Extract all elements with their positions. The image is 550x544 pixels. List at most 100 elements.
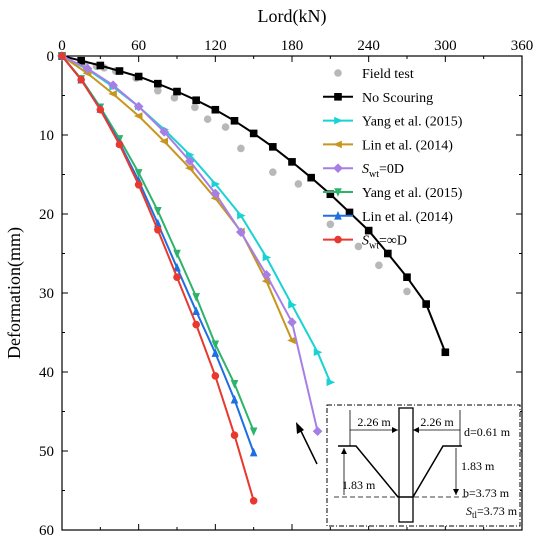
- data-point: [115, 67, 124, 75]
- series-7: [58, 51, 258, 457]
- legend-label: Swt=0D: [362, 162, 404, 180]
- data-point: [230, 431, 239, 440]
- data-point: [173, 249, 181, 259]
- data-point: [287, 336, 296, 345]
- data-point: [192, 320, 200, 329]
- data-point: [192, 96, 200, 105]
- data-point: [82, 63, 93, 74]
- data-point: [354, 242, 363, 251]
- legend-label: Lin et al. (2014): [362, 138, 453, 153]
- data-point: [326, 190, 335, 199]
- legend-marker: [333, 163, 343, 173]
- data-point: [173, 273, 181, 282]
- data-point: [269, 143, 277, 151]
- y-axis-title: Deformation(mm): [4, 227, 25, 359]
- legend: Field test No Scouring Yang et al. (2015) L…: [323, 67, 463, 252]
- legend-label: No Scouring: [362, 91, 433, 106]
- x-tick-label: 180: [281, 38, 304, 54]
- y-tick-label: 50: [39, 444, 54, 460]
- series-8: [58, 52, 258, 505]
- series-layer: [57, 51, 450, 505]
- x-tick-label: 240: [357, 38, 380, 54]
- legend-marker: [333, 140, 342, 149]
- data-point: [236, 227, 246, 237]
- inset-label-right-width: 2.26 m: [420, 415, 454, 429]
- dim-arrowhead: [341, 448, 347, 454]
- legend-label: Yang et al. (2015): [362, 115, 463, 130]
- data-point: [192, 293, 200, 302]
- data-point: [237, 211, 246, 220]
- data-point: [211, 372, 220, 380]
- y-tick-label: 40: [39, 365, 54, 381]
- data-point: [210, 188, 221, 199]
- scour-hole-outline: [338, 445, 462, 498]
- legend-item: Lin et al. (2014): [323, 138, 453, 153]
- inset-label-left-width: 2.26 m: [357, 415, 391, 429]
- data-point: [184, 156, 195, 166]
- dim-arrowhead: [392, 427, 398, 433]
- data-point: [77, 56, 85, 65]
- data-point: [154, 207, 162, 216]
- x-tick-label: 60: [131, 38, 146, 54]
- data-point: [313, 348, 323, 357]
- inset-frame: [326, 404, 521, 527]
- data-point: [312, 426, 323, 437]
- data-point: [384, 249, 392, 258]
- dim-arrowhead: [413, 427, 419, 433]
- inset-label-d: d=0.61 m: [464, 425, 511, 439]
- dim-arrowhead: [453, 489, 459, 495]
- x-tick-label: 360: [511, 38, 534, 54]
- inset-label-s: Stl=3.73 m: [466, 504, 518, 520]
- data-point: [192, 306, 200, 315]
- y-tick-label: 30: [39, 286, 54, 302]
- inset-label-left-height: 1.83 m: [342, 478, 376, 492]
- data-point: [307, 173, 315, 182]
- legend-label: Lin et al. (2014): [362, 210, 453, 225]
- callout-arrowhead: [296, 422, 304, 434]
- inset-diagram: 2.26 m 2.26 m d=0.61 m 1.83 m 1.83 m b=3.73 m…: [296, 404, 521, 527]
- data-point: [403, 273, 411, 281]
- data-point: [364, 226, 373, 235]
- data-point: [159, 137, 169, 146]
- inset-label-b: b=3.73 m: [463, 486, 510, 500]
- x-tick-label: 300: [434, 38, 457, 54]
- data-point: [154, 79, 162, 88]
- y-tick-label: 10: [39, 128, 54, 144]
- data-point: [288, 158, 296, 166]
- data-point: [173, 87, 181, 96]
- series-line: [61, 55, 293, 341]
- data-point: [115, 140, 124, 149]
- legend-label: Field test: [362, 67, 414, 82]
- data-point: [154, 86, 162, 95]
- legend-marker: [334, 211, 342, 220]
- callout-line: [298, 426, 318, 465]
- data-point: [191, 103, 199, 112]
- legend-marker: [334, 188, 342, 197]
- data-point: [134, 180, 143, 189]
- data-point: [345, 208, 354, 217]
- series-2: [58, 52, 450, 357]
- data-point: [134, 169, 143, 178]
- x-tick-label: 0: [58, 38, 66, 54]
- legend-item: Swt=0D: [323, 162, 404, 180]
- data-point: [230, 116, 239, 125]
- data-point: [58, 52, 66, 60]
- data-point: [185, 150, 195, 159]
- series-6: [58, 52, 258, 437]
- data-point: [249, 427, 258, 437]
- y-tick-label: 60: [39, 523, 54, 539]
- legend-label: Yang et al. (2015): [362, 186, 463, 201]
- data-point: [237, 144, 245, 153]
- data-point: [249, 447, 258, 457]
- data-point: [96, 105, 105, 114]
- series-5: [57, 51, 323, 437]
- legend-item: No Scouring: [323, 91, 433, 106]
- legend-item: Yang et al. (2015): [323, 186, 463, 201]
- data-point: [249, 129, 258, 138]
- y-tick-label: 20: [39, 207, 54, 223]
- legend-item: Lin et al. (2014): [323, 210, 453, 225]
- pile-shape: [398, 407, 414, 523]
- data-point: [77, 75, 85, 84]
- data-point: [269, 168, 277, 176]
